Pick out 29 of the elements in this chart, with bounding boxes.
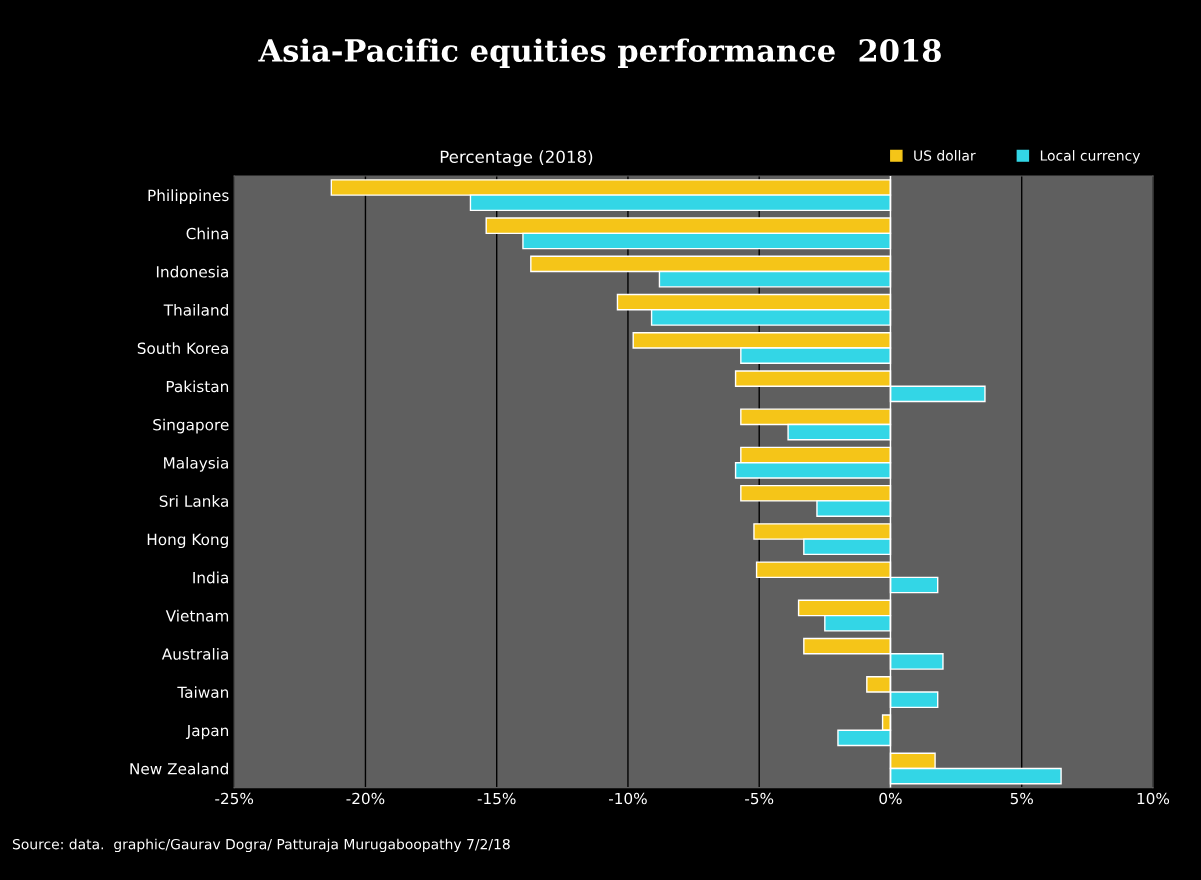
y-tick-label: Japan (185, 724, 229, 740)
y-tick-label: India (193, 571, 228, 584)
y-tick-label: Sri Lanka (159, 495, 228, 507)
x-tick-label: 10% (1137, 792, 1170, 805)
y-tick-label: Vietnam (165, 609, 229, 622)
chart-title: Asia-Pacific equities performance 2018 (258, 38, 941, 68)
y-tick-label: Malaysia (164, 456, 228, 472)
x-tick-label: 0% (879, 792, 902, 805)
source-note: Source: data. graphic/Gaurav Dogra/ Patturaja Murugaboopathy 7/2/18 (12, 838, 510, 853)
x-tick-label: -5% (745, 792, 774, 805)
y-tick-label: New Zealand (130, 762, 228, 775)
x-tick-label: -15% (477, 792, 516, 805)
x-tick-label: -20% (346, 792, 385, 805)
y-tick-label: Hong Kong (147, 533, 228, 549)
chart-subtitle: Percentage (2018) (440, 150, 593, 167)
y-tick-label: South Korea (137, 342, 228, 355)
legend-label: US dollar (914, 150, 976, 161)
y-tick-label: Australia (161, 648, 228, 660)
x-tick-label: -25% (215, 792, 254, 805)
x-tick-label: 5% (1010, 792, 1033, 805)
legend-label: Local currency (1040, 150, 1141, 164)
y-tick-label: Thailand (163, 303, 228, 316)
x-tick-label: -10% (608, 792, 647, 805)
y-tick-label: China (186, 227, 228, 240)
y-tick-label: Singapore (153, 418, 229, 434)
y-tick-label: Indonesia (156, 265, 228, 278)
y-tick-label: Pakistan (166, 380, 229, 393)
y-tick-label: Taiwan (177, 686, 229, 699)
y-tick-label: Philippines (148, 189, 229, 205)
